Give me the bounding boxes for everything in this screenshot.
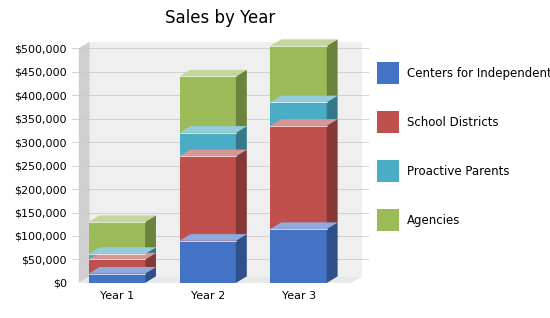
Polygon shape	[145, 247, 156, 259]
Polygon shape	[327, 39, 338, 102]
Bar	[89, 254, 145, 259]
Bar	[377, 160, 399, 182]
Polygon shape	[180, 70, 247, 76]
Bar	[271, 229, 327, 283]
Polygon shape	[271, 222, 338, 229]
Bar	[89, 222, 145, 254]
Text: Proactive Parents: Proactive Parents	[407, 165, 509, 178]
Text: School Districts: School Districts	[407, 116, 499, 129]
Bar	[180, 76, 236, 133]
Polygon shape	[180, 126, 247, 133]
Bar	[377, 62, 399, 84]
Polygon shape	[90, 42, 362, 276]
Polygon shape	[327, 96, 338, 126]
Polygon shape	[327, 119, 338, 229]
Polygon shape	[145, 215, 156, 254]
Bar	[377, 111, 399, 134]
Bar	[271, 46, 327, 102]
Bar	[377, 209, 399, 232]
Polygon shape	[89, 247, 156, 254]
Polygon shape	[180, 149, 247, 156]
Bar	[89, 273, 145, 283]
Polygon shape	[89, 267, 156, 273]
Polygon shape	[236, 149, 247, 241]
Text: Centers for Independent Living: Centers for Independent Living	[407, 67, 550, 80]
Title: Sales by Year: Sales by Year	[165, 10, 275, 27]
Polygon shape	[89, 253, 156, 259]
Bar	[180, 156, 236, 241]
Text: Agencies: Agencies	[407, 214, 460, 227]
Polygon shape	[180, 234, 247, 241]
Bar	[271, 102, 327, 126]
Polygon shape	[271, 119, 338, 126]
Bar	[271, 126, 327, 229]
Polygon shape	[236, 234, 247, 283]
Polygon shape	[236, 70, 247, 133]
Polygon shape	[79, 42, 90, 283]
Bar	[180, 241, 236, 283]
Polygon shape	[271, 96, 338, 102]
Polygon shape	[327, 222, 338, 283]
Polygon shape	[145, 253, 156, 273]
Polygon shape	[236, 126, 247, 156]
Polygon shape	[271, 39, 338, 46]
Bar	[89, 259, 145, 273]
Polygon shape	[145, 267, 156, 283]
Polygon shape	[79, 276, 362, 283]
Polygon shape	[89, 215, 156, 222]
Bar	[180, 133, 236, 156]
